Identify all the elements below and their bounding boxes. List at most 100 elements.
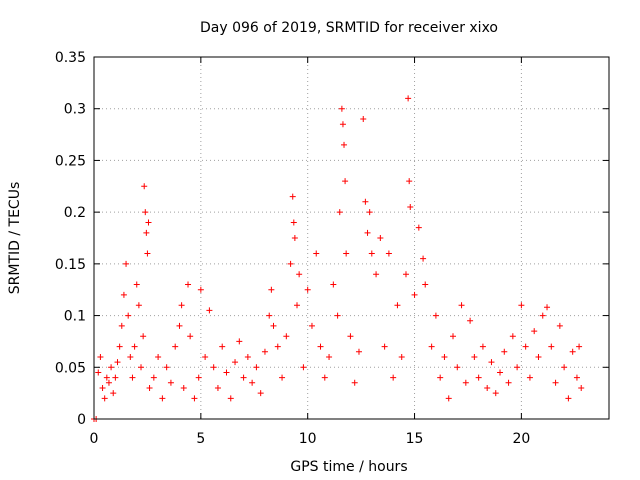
data-point xyxy=(548,343,555,350)
y-tick-label: 0.25 xyxy=(55,153,86,169)
data-point xyxy=(187,333,194,340)
data-point xyxy=(266,312,273,319)
data-point xyxy=(454,364,461,371)
data-point xyxy=(180,384,187,391)
data-point xyxy=(195,374,202,381)
data-point xyxy=(441,353,448,360)
data-point xyxy=(373,271,380,278)
data-point xyxy=(103,374,110,381)
data-point xyxy=(131,343,138,350)
data-point xyxy=(232,359,239,366)
data-point xyxy=(270,322,277,329)
data-point xyxy=(135,302,142,309)
x-axis-label: GPS time / hours xyxy=(290,459,407,475)
data-point xyxy=(531,328,538,335)
data-point xyxy=(274,343,281,350)
data-point xyxy=(402,271,409,278)
data-point xyxy=(145,219,152,226)
chart-title: Day 096 of 2019, SRMTID for receiver xix… xyxy=(200,20,498,36)
data-point xyxy=(471,353,478,360)
data-point xyxy=(330,281,337,288)
data-point xyxy=(338,105,345,112)
data-point xyxy=(105,379,112,386)
data-point xyxy=(475,374,482,381)
data-point xyxy=(415,224,422,231)
data-point xyxy=(578,384,585,391)
data-point xyxy=(420,255,427,262)
data-point xyxy=(133,281,140,288)
data-point xyxy=(488,359,495,366)
data-point xyxy=(240,374,247,381)
data-point xyxy=(97,353,104,360)
data-point xyxy=(366,209,373,216)
data-point xyxy=(308,322,315,329)
data-point xyxy=(127,353,134,360)
y-tick-label: 0.3 xyxy=(64,102,86,118)
data-point xyxy=(140,333,147,340)
data-point xyxy=(294,302,301,309)
data-point xyxy=(283,333,290,340)
data-point xyxy=(287,260,294,267)
data-point xyxy=(261,348,268,355)
y-axis-label: SRMTID / TECUs xyxy=(7,182,23,295)
data-point xyxy=(479,343,486,350)
data-point xyxy=(437,374,444,381)
data-point xyxy=(432,312,439,319)
data-point xyxy=(514,364,521,371)
data-point xyxy=(108,364,115,371)
y-tick-label: 0.15 xyxy=(55,257,86,273)
y-tick-label: 0 xyxy=(77,412,86,428)
data-point xyxy=(509,333,516,340)
data-point xyxy=(573,374,580,381)
data-point xyxy=(144,250,151,257)
data-point xyxy=(313,250,320,257)
grid xyxy=(94,57,609,419)
data-point xyxy=(394,302,401,309)
data-point xyxy=(526,374,533,381)
data-point xyxy=(163,364,170,371)
data-point xyxy=(202,353,209,360)
data-point xyxy=(300,364,307,371)
data-point xyxy=(422,281,429,288)
data-point xyxy=(445,395,452,402)
data-point xyxy=(291,235,298,241)
data-point xyxy=(244,353,251,360)
y-tick-label: 0.35 xyxy=(55,50,86,66)
data-point xyxy=(339,121,346,128)
data-point xyxy=(518,302,525,309)
y-tick-label: 0.1 xyxy=(64,309,86,325)
data-point xyxy=(138,364,145,371)
data-point xyxy=(155,353,162,360)
data-point xyxy=(343,250,350,257)
data-point xyxy=(191,395,198,402)
data-point xyxy=(552,379,559,386)
data-point xyxy=(223,369,230,376)
data-point xyxy=(178,302,185,309)
data-point xyxy=(522,343,529,350)
data-point xyxy=(110,390,117,397)
data-point xyxy=(467,317,474,324)
data-point xyxy=(317,343,324,350)
data-point xyxy=(576,343,583,350)
data-point xyxy=(462,379,469,386)
data-point xyxy=(492,390,499,397)
data-point xyxy=(141,183,148,190)
data-point xyxy=(411,291,418,298)
data-point xyxy=(535,353,542,360)
data-point xyxy=(341,141,348,148)
data-point xyxy=(120,291,127,298)
data-point xyxy=(406,178,413,185)
data-point xyxy=(355,348,362,355)
data-point xyxy=(279,374,286,381)
data-point xyxy=(304,286,311,293)
data-point xyxy=(167,379,174,386)
data-point xyxy=(257,390,264,397)
data-point xyxy=(334,312,341,319)
data-point xyxy=(362,198,369,205)
data-point xyxy=(556,322,563,329)
data-point xyxy=(390,374,397,381)
data-point xyxy=(351,379,358,386)
y-tick-label: 0.2 xyxy=(64,205,86,221)
data-point xyxy=(236,338,243,345)
